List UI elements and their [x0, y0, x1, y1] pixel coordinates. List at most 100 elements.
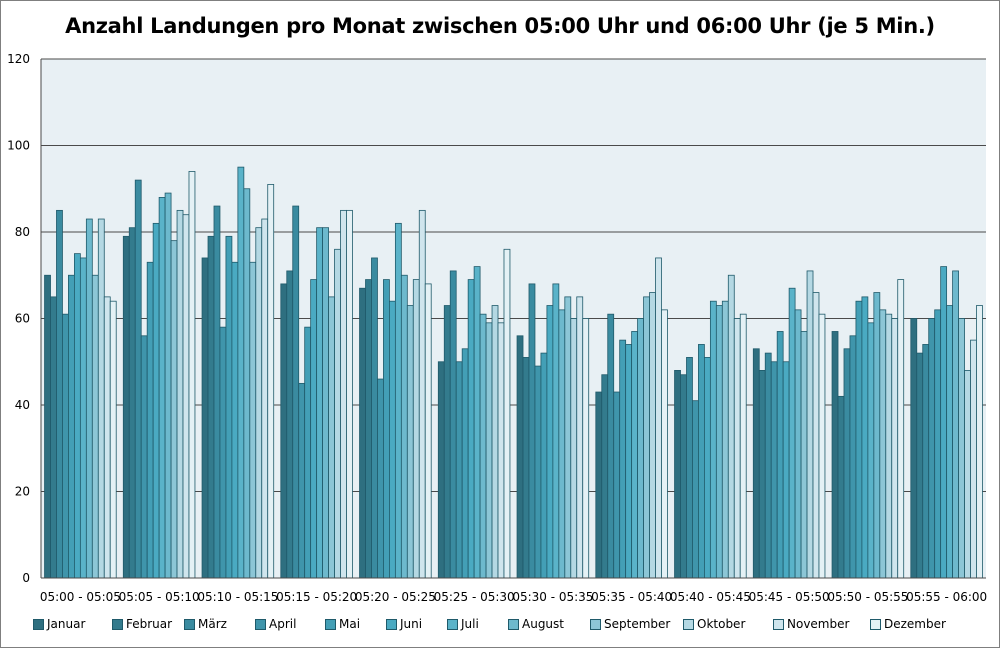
bar-märz-1 [134, 179, 142, 579]
bar-juni-7 [625, 344, 633, 579]
legend-swatch [508, 618, 519, 630]
bar-juni-4 [389, 300, 396, 579]
bar-august-7 [637, 318, 644, 579]
x-tick-label: 05:25 - 05:30 [434, 590, 515, 604]
bar-oktober-0 [97, 218, 105, 579]
bar-november-5 [497, 322, 505, 579]
gridlines [41, 58, 986, 492]
x-tick-label: 05:35 - 05:40 [591, 590, 672, 604]
bar-april-5 [455, 361, 463, 579]
bar-oktober-9 [806, 270, 814, 579]
x-tick-label: 05:20 - 05:25 [355, 590, 436, 604]
y-tick-label: 80 [15, 225, 30, 239]
bar-juli-7 [631, 331, 638, 579]
bar-märz-10 [843, 348, 851, 579]
x-tick-label: 05:45 - 05:50 [749, 590, 830, 604]
bar-januar-11 [910, 318, 918, 579]
bar-mai-2 [225, 235, 233, 579]
bar-juni-0 [74, 253, 81, 579]
x-tick-label: 05:15 - 05:20 [276, 590, 357, 604]
y-axis-ticks: 0 20 40 60 80 100 120 [7, 52, 30, 585]
bar-november-4 [418, 209, 426, 579]
bar-januar-7 [595, 391, 603, 579]
bar-september-1 [170, 240, 178, 579]
bar-märz-2 [213, 205, 221, 579]
legend-label: August [522, 617, 564, 631]
bar-oktober-11 [964, 369, 971, 579]
bar-august-9 [794, 309, 802, 579]
bar-februar-5 [443, 305, 451, 579]
bar-september-9 [800, 331, 808, 579]
bar-dezember-8 [739, 313, 747, 579]
bar-märz-7 [607, 313, 615, 579]
bar-mai-5 [461, 348, 469, 579]
bar-august-4 [400, 274, 408, 579]
x-tick-label: 05:00 - 05:05 [40, 590, 121, 604]
x-tick-label: 05:50 - 05:55 [827, 590, 908, 604]
bar-februar-6 [522, 357, 530, 579]
x-tick-label: 05:30 - 05:35 [512, 590, 593, 604]
legend-swatch [870, 618, 881, 630]
y-tick-label: 20 [15, 485, 30, 499]
bar-mai-7 [619, 339, 627, 579]
bar-dezember-5 [503, 248, 511, 579]
legend-label: April [269, 617, 297, 631]
legend-swatch [325, 618, 336, 630]
bar-februar-8 [680, 374, 687, 579]
bar-april-2 [219, 326, 227, 579]
bar-februar-9 [758, 369, 766, 579]
bar-februar-11 [916, 352, 924, 579]
bar-märz-9 [764, 352, 772, 579]
bar-oktober-4 [412, 279, 420, 579]
legend-item-januar: Januar [33, 617, 85, 631]
bar-dezember-3 [346, 209, 353, 579]
bar-november-8 [733, 318, 741, 579]
bar-august-5 [479, 313, 487, 579]
bar-februar-4 [365, 279, 372, 579]
legend-item-februar: Februar [112, 617, 172, 631]
legend-item-mai: Mai [325, 617, 360, 631]
y-tick-label: 120 [7, 52, 30, 66]
bar-juli-9 [788, 287, 796, 579]
bar-februar-7 [601, 374, 609, 579]
y-tick-label: 0 [22, 571, 30, 585]
bar-april-6 [534, 365, 542, 579]
bar-april-4 [377, 378, 384, 579]
legend-swatch [184, 618, 195, 630]
bar-mai-1 [146, 261, 154, 579]
legend-item-april: April [255, 617, 296, 631]
legend-swatch [590, 618, 601, 630]
bar-juli-3 [316, 227, 323, 579]
legend-swatch [33, 618, 44, 630]
x-tick-label: 05:40 - 05:45 [670, 590, 751, 604]
bar-oktober-5 [491, 305, 499, 579]
bar-november-0 [103, 296, 111, 579]
bar-september-0 [91, 274, 99, 579]
bar-januar-2 [201, 257, 209, 579]
legend-label: Juni [400, 617, 423, 631]
bar-juli-2 [237, 166, 245, 579]
legend: Januar Februar März April Mai Juni Juli August S… [30, 617, 990, 635]
bar-september-11 [958, 318, 965, 579]
bar-september-3 [328, 296, 335, 579]
bar-dezember-2 [267, 184, 275, 579]
bar-august-1 [164, 192, 172, 579]
legend-swatch [112, 618, 123, 630]
bar-september-7 [643, 296, 650, 579]
bar-januar-3 [280, 283, 288, 579]
bar-august-3 [322, 227, 329, 579]
legend-item-august: August [508, 617, 564, 631]
bar-mai-8 [698, 344, 705, 579]
bar-august-8 [715, 305, 723, 579]
bar-juli-0 [79, 257, 87, 579]
legend-label: September [604, 617, 671, 631]
bar-märz-0 [56, 209, 63, 579]
bar-august-10 [873, 292, 881, 579]
bar-februar-1 [128, 227, 136, 579]
bar-dezember-4 [424, 283, 432, 579]
bar-februar-10 [837, 395, 845, 579]
bar-märz-8 [686, 357, 693, 579]
bar-januar-0 [44, 274, 51, 579]
bar-januar-5 [437, 361, 445, 579]
legend-label: Oktober [697, 617, 746, 631]
